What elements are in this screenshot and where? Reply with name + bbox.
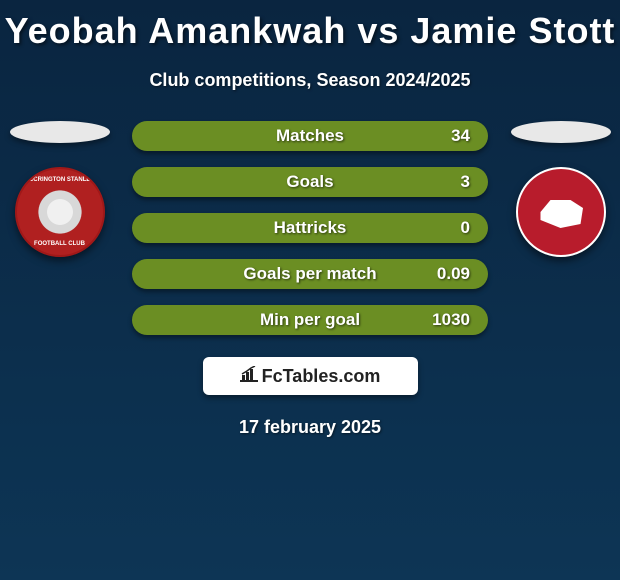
stat-label: Goals: [150, 172, 470, 192]
stat-row: Min per goal 1030: [132, 305, 488, 335]
stat-row: Hattricks 0: [132, 213, 488, 243]
right-club-badge: [516, 167, 606, 257]
left-badge-text-bottom: FOOTBALL CLUB: [17, 241, 103, 247]
left-club-column: ACCRINGTON STANLEY FOOTBALL CLUB: [7, 121, 112, 257]
stat-label: Goals per match: [150, 264, 470, 284]
stat-row: Matches 34: [132, 121, 488, 151]
stat-row: Goals 3: [132, 167, 488, 197]
main-row: ACCRINGTON STANLEY FOOTBALL CLUB Matches…: [0, 121, 620, 335]
left-player-pill: [10, 121, 110, 143]
comparison-card: Yeobah Amankwah vs Jamie Stott Club comp…: [0, 0, 620, 438]
brand-text: FcTables.com: [262, 366, 381, 387]
stat-value: 34: [451, 126, 470, 146]
chart-icon: [240, 366, 258, 387]
stat-label: Hattricks: [150, 218, 470, 238]
stat-value: 0.09: [437, 264, 470, 284]
page-title: Yeobah Amankwah vs Jamie Stott: [0, 10, 620, 52]
stat-value: 1030: [432, 310, 470, 330]
left-badge-text-top: ACCRINGTON STANLEY: [17, 177, 103, 183]
stat-value: 3: [461, 172, 470, 192]
stat-value: 0: [461, 218, 470, 238]
right-club-column: [508, 121, 613, 257]
brand-badge: FcTables.com: [203, 357, 418, 395]
stat-row: Goals per match 0.09: [132, 259, 488, 289]
right-player-pill: [511, 121, 611, 143]
subtitle: Club competitions, Season 2024/2025: [0, 70, 620, 91]
left-club-badge: ACCRINGTON STANLEY FOOTBALL CLUB: [15, 167, 105, 257]
stat-label: Min per goal: [150, 310, 470, 330]
stat-label: Matches: [150, 126, 470, 146]
date-text: 17 february 2025: [0, 417, 620, 438]
stats-list: Matches 34 Goals 3 Hattricks 0 Goals per…: [112, 121, 508, 335]
